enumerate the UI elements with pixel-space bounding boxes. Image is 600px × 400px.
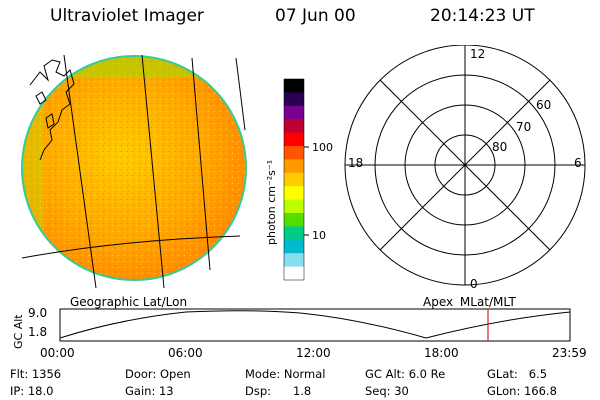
mlt-label-18: 18: [348, 156, 363, 170]
colorbar-band: [284, 213, 304, 227]
colorbar-band: [284, 132, 304, 147]
status-ip: IP: 18.0: [10, 384, 54, 398]
status-door: Door: Open: [125, 367, 191, 381]
colorbar-band: [284, 92, 304, 107]
polar-plot: 12 18 6 0 60 70 80: [344, 45, 586, 290]
mlt-label-6: 6: [574, 156, 582, 170]
colorbar-band: [284, 199, 304, 214]
colorbar-band: [284, 239, 304, 254]
status-gc-alt: GC Alt: 6.0 Re: [365, 367, 446, 381]
orbit-x-tick: 23:59: [552, 346, 587, 360]
time-label: 20:14:23 UT: [430, 6, 535, 26]
status-seq: Seq: 30: [365, 384, 409, 398]
orbit-x-tick: 12:00: [296, 346, 331, 360]
date-label: 07 Jun 00: [275, 6, 356, 26]
polar-panel-label: Apex MLat/MLT: [423, 295, 516, 309]
colorbar-band: [284, 105, 304, 120]
mlt-label-12: 12: [470, 47, 485, 61]
orbit-altitude-curve: [59, 310, 571, 339]
geo-grid: [21, 54, 246, 289]
status-mode: Mode: Normal: [245, 367, 326, 381]
orbit-altitude-plot: GC Alt 9.0 1.8 00:00 06:00 12:00 18:00 2…: [12, 306, 587, 360]
colorbar-tick: 100: [312, 141, 333, 154]
lat-label-80: 80: [492, 140, 507, 154]
orbit-x-tick: 18:00: [424, 346, 459, 360]
lat-label-60: 60: [536, 98, 551, 112]
status-dsp: Dsp: 1.8: [245, 384, 312, 398]
orbit-x-tick: 00:00: [40, 346, 75, 360]
colorbar-band: [284, 159, 304, 174]
colorbar-tick: 10: [312, 229, 326, 242]
status-glon: GLon: 166.8: [487, 384, 557, 398]
status-glat: GLat: 6.5: [487, 367, 548, 381]
orbit-axis-title: GC Alt: [12, 314, 25, 349]
auroral-disk: [21, 55, 247, 281]
app-title: Ultraviolet Imager: [50, 6, 204, 26]
colorbar-unit-label: photon cm⁻²s⁻¹: [265, 160, 278, 245]
colorbar-band: [284, 253, 304, 268]
colorbar-band: [284, 119, 304, 134]
colorbar-band: [284, 79, 304, 93]
colorbar-band: [284, 172, 304, 187]
geo-panel-label: Geographic Lat/Lon: [70, 295, 188, 309]
colorbar: 100 10 photon cm⁻²s⁻¹: [265, 78, 333, 281]
orbit-y-tick: 9.0: [28, 306, 47, 320]
colorbar-band: [284, 266, 304, 281]
mlt-label-0: 0: [470, 277, 478, 290]
status-flt: Flt: 1356: [10, 367, 62, 381]
orbit-x-tick: 06:00: [168, 346, 203, 360]
polar-grid: [344, 45, 586, 286]
colorbar-band: [284, 186, 304, 201]
status-gain: Gain: 13: [125, 384, 174, 398]
coastline-overlay: [29, 59, 75, 161]
colorbar-band: [284, 146, 304, 160]
orbit-y-tick: 1.8: [28, 325, 47, 339]
colorbar-gradient: [284, 79, 304, 281]
lat-label-70: 70: [516, 120, 531, 134]
colorbar-band: [284, 226, 304, 241]
